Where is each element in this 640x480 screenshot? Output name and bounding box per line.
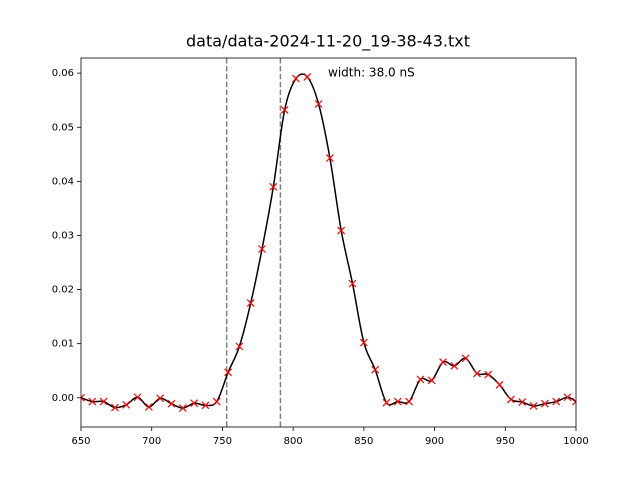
y-tick-label: 0.01 — [52, 339, 74, 350]
marker — [371, 365, 380, 374]
marker — [484, 370, 493, 379]
x-tick-label: 900 — [425, 436, 444, 447]
marker — [258, 245, 266, 253]
marker — [393, 397, 402, 406]
marker — [178, 404, 187, 412]
x-tick-label: 850 — [354, 436, 373, 447]
y-tick-label: 0.05 — [52, 122, 74, 133]
chart-title: data/data-2024-11-20_19-38-43.txt — [186, 32, 470, 52]
marker — [156, 394, 165, 403]
axes-frame — [80, 57, 577, 428]
line — [81, 73, 576, 409]
marker — [144, 403, 153, 411]
marker — [325, 154, 334, 163]
marker — [81, 393, 85, 402]
marker — [224, 368, 233, 377]
marker — [337, 226, 346, 235]
marker — [540, 399, 549, 408]
marker — [552, 397, 561, 406]
marker — [167, 399, 176, 408]
marker — [416, 375, 425, 384]
marker — [122, 400, 131, 409]
marker — [348, 279, 357, 288]
marker — [473, 369, 481, 378]
marker — [111, 403, 119, 412]
marker — [269, 182, 278, 191]
marker — [292, 74, 300, 83]
marker — [461, 354, 470, 363]
marker — [246, 299, 255, 308]
marker — [495, 380, 504, 389]
marker — [427, 376, 436, 385]
x-tick-label: 800 — [284, 436, 303, 447]
marker — [382, 398, 391, 407]
marker — [450, 361, 459, 370]
x-tick-label: 950 — [496, 436, 515, 447]
x-tick-label: 700 — [142, 436, 161, 447]
marker — [518, 398, 527, 407]
marker — [572, 397, 576, 406]
marker — [99, 397, 108, 406]
marker — [314, 100, 323, 108]
marker — [235, 342, 244, 351]
marker — [190, 399, 199, 408]
marker — [201, 401, 210, 410]
y-tick-label: 0.02 — [52, 285, 74, 296]
marker — [359, 338, 368, 347]
x-tick-label: 1000 — [563, 436, 588, 447]
marker — [405, 397, 414, 406]
y-tick-label: 0.00 — [52, 393, 74, 404]
x-tick-label: 750 — [213, 436, 232, 447]
marker — [507, 395, 515, 404]
annotation: width: 38.0 nS — [328, 66, 415, 80]
marker — [212, 397, 221, 406]
x-tick-label: 650 — [71, 436, 90, 447]
marker — [439, 358, 447, 366]
marker — [563, 393, 572, 402]
marker — [529, 401, 538, 410]
plot-area — [81, 58, 576, 427]
y-tick-label: 0.03 — [52, 230, 74, 241]
marker — [88, 397, 97, 406]
y-tick-label: 0.04 — [52, 176, 74, 187]
marker — [133, 393, 142, 402]
marker — [280, 106, 289, 114]
marker — [303, 73, 312, 81]
y-tick-label: 0.06 — [52, 68, 74, 79]
